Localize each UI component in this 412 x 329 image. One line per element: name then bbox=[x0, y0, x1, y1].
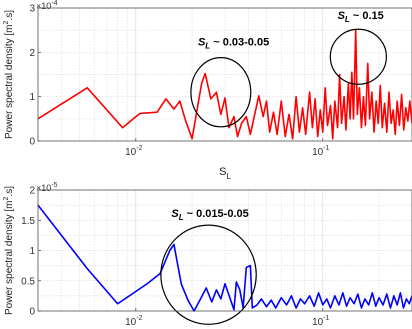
grid bbox=[37, 7, 412, 142]
y-tick-label: 2 bbox=[29, 48, 35, 59]
x-tick-label: 10-1 bbox=[312, 315, 329, 328]
x-tick-label: 10-2 bbox=[125, 145, 142, 158]
y-tick-label: 1.5 bbox=[21, 216, 35, 227]
x-axis-label: SL bbox=[219, 166, 231, 181]
x-tick-label: 10-1 bbox=[312, 145, 329, 158]
annotation-label-2: SL ~ 0.15 bbox=[338, 10, 384, 24]
series-line-1 bbox=[37, 29, 412, 140]
axes-frame bbox=[37, 7, 412, 142]
annotation-label-1: SL ~ 0.03-0.05 bbox=[198, 37, 269, 51]
series-line-1 bbox=[37, 204, 412, 312]
y-multiplier: ×10-5 bbox=[36, 182, 58, 193]
y-multiplier: ×10-4 bbox=[36, 0, 58, 11]
y-tick-label: 1 bbox=[29, 92, 35, 103]
chart-panel-1: 0 1 2 3 10-2 10-1 ×10-4 Power spectral density … bbox=[3, 0, 412, 181]
highlight-ellipse-1 bbox=[190, 57, 252, 128]
y-axis-label: Power spectral density [m2.s] bbox=[3, 10, 15, 139]
y-tick-label: 2 bbox=[29, 186, 35, 197]
y-axis-label: Power spectral density [m2.s] bbox=[3, 186, 15, 315]
y-tick-label: 3 bbox=[29, 4, 35, 15]
highlight-ellipse-2 bbox=[329, 28, 388, 85]
highlight-ellipse-1 bbox=[160, 224, 257, 325]
y-tick-label: 1 bbox=[29, 246, 35, 257]
annotation-label-1: SL ~ 0.015-0.05 bbox=[171, 208, 248, 222]
x-tick-label: 10-2 bbox=[125, 315, 142, 328]
chart-panel-2: 0 0.5 1 1.5 2 10-2 10-1 ×10-5 Power spectral den… bbox=[3, 182, 412, 328]
y-tick-label: 0.5 bbox=[21, 276, 35, 287]
y-tick-label: 0 bbox=[29, 307, 35, 318]
y-tick-label: 0 bbox=[29, 137, 35, 148]
